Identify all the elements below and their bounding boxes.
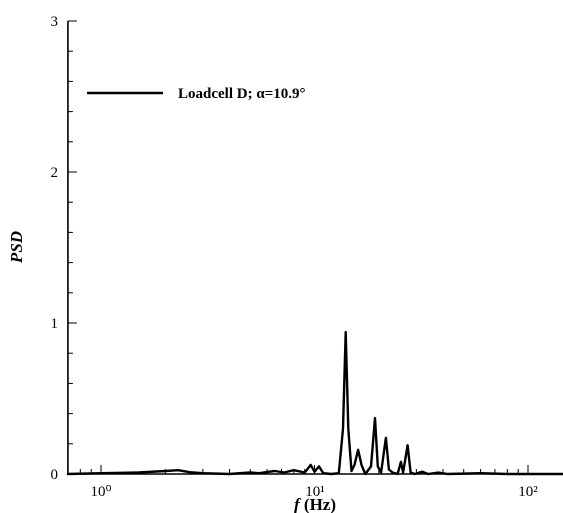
y-axis-label: PSD — [7, 231, 26, 264]
x-tick-label-100: 10² — [518, 484, 538, 500]
x-axis-label: f (Hz) — [294, 495, 336, 513]
legend-label: Loadcell D; α=10.9° — [178, 86, 306, 102]
y-tick-label-2: 2 — [51, 165, 59, 181]
y-tick-label-3: 3 — [51, 14, 59, 30]
x-axis-label-unit: (Hz) — [300, 495, 336, 513]
x-tick-label-10: 10¹ — [305, 484, 325, 500]
x-axis-label-var: f — [294, 495, 302, 513]
legend: Loadcell D; α=10.9° — [87, 86, 306, 102]
y-tick-label-0: 0 — [51, 467, 59, 483]
tick-labels: 10⁰ 10¹ 10² 0 1 2 3 — [51, 14, 539, 500]
x-tick-label-1: 10⁰ — [90, 484, 111, 500]
axes — [67, 21, 563, 475]
y-tick-label-1: 1 — [51, 316, 59, 332]
series-line-loadcell-d — [66, 330, 563, 476]
